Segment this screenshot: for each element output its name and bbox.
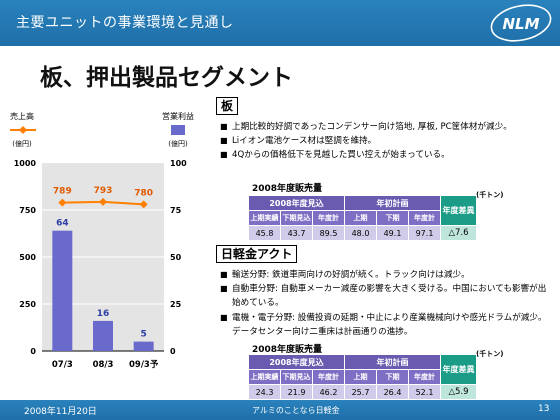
sales-profit-chart: 売上高 (億円) 営業利益 (億円) 0 250 500 750 1000 0 25 50 75… (10, 111, 194, 370)
table-diff-header: 年度差異 (440, 354, 477, 385)
bullet-item: 自動車分野: 自動車メーカー減産の影響を大きく受ける。中国においても影響が出始め… (220, 282, 550, 310)
bar (93, 320, 113, 351)
category-label: 09/3予 (129, 360, 159, 370)
right-tick-label: 75 (170, 206, 182, 215)
table-subheader: 年度計 (312, 369, 345, 385)
company-logo: NLM (490, 4, 552, 42)
bar-value-label: 64 (56, 219, 69, 229)
table-group-header: 2008年度見込 (248, 354, 345, 370)
footer-bar: 2008年11月20日 アルミのことなら日軽金 13 (0, 400, 560, 420)
table-subheader: 下期見込 (280, 210, 313, 226)
right-axis-unit: (億円) (168, 139, 188, 148)
table-diff-value: △5.9 (440, 384, 477, 400)
table-subheader: 年度計 (408, 210, 441, 226)
table-diff-header: 年度差異 (440, 195, 477, 226)
table-cell: 89.5 (312, 225, 345, 241)
table-diff-value: △7.6 (440, 225, 477, 241)
table-cell: 26.4 (376, 384, 409, 400)
header-bar: 主要ユニットの事業環境と見通し NLM (0, 0, 560, 46)
left-tick-label: 1000 (14, 159, 37, 168)
table-unit-ita: (千トン) (476, 191, 504, 199)
right-tick-label: 25 (170, 300, 182, 309)
right-tick-label: 100 (170, 159, 187, 168)
bar-value-label: 5 (141, 330, 147, 340)
table-cell: 21.9 (280, 384, 313, 400)
table-subheader: 上期実績 (248, 210, 281, 226)
right-legend-swatch (171, 125, 185, 135)
table-group-header: 年初計画 (344, 195, 441, 211)
left-axis-unit: (億円) (12, 139, 32, 148)
table-subheader: 上期 (344, 210, 377, 226)
table-subheader: 下期見込 (280, 369, 313, 385)
line-point (58, 198, 67, 207)
bar (52, 230, 73, 351)
left-legend-marker (19, 126, 27, 134)
section-title-ita: 板 (216, 97, 239, 115)
footer-company: アルミのことなら日軽金 (252, 406, 340, 415)
table-title-ita: 2008年度販売量 (252, 184, 323, 194)
bullets-ita: 上期比較的好調であったコンデンサー向け箔地, 厚板, PC筐体材が減少。Liイオ… (220, 120, 550, 163)
left-series-label: 売上高 (10, 111, 34, 121)
table-cell: 49.1 (376, 225, 409, 241)
bullet-item: Liイオン電池ケース材は堅調を維持。 (220, 134, 550, 148)
right-tick-label: 0 (170, 347, 176, 356)
bullet-item: 輸送分野: 鉄道車両向けの好調が続く。トラック向けは減少。 (220, 268, 550, 282)
line-point (99, 197, 107, 206)
header-title: 主要ユニットの事業環境と見通し (16, 15, 234, 31)
category-label: 07/3 (52, 360, 73, 370)
table-subheader: 下期 (376, 369, 409, 385)
table-group-header: 年初計画 (344, 354, 441, 370)
page-number: 13 (538, 404, 550, 414)
right-series-label: 営業利益 (162, 111, 194, 121)
sales-table-ita: 2008年度見込 年初計画 年度差異 上期実績 下期見込 年度計 上期 下期 年度計 45.8 43… (248, 195, 477, 241)
bullets-act: 輸送分野: 鉄道車両向けの好調が続く。トラック向けは減少。自動車分野: 自動車メ… (220, 268, 550, 339)
line-value-label: 789 (53, 187, 72, 197)
sales-table-act: 2008年度見込 年初計画 年度差異 上期実績 下期見込 年度計 上期 下期 年度計 24.3 21… (248, 354, 477, 400)
bullet-item: 4Qからの価格低下を見越した買い控えが始まっている。 (220, 148, 550, 162)
section-title-act: 日軽金アクト (216, 245, 298, 263)
table-group-header: 2008年度見込 (248, 195, 345, 211)
slide-title: 板、押出製品セグメント (40, 65, 293, 91)
left-tick-label: 0 (30, 347, 36, 356)
table-subheader: 上期実績 (248, 369, 281, 385)
right-tick-label: 50 (170, 253, 182, 262)
footer-date: 2008年11月20日 (24, 407, 97, 417)
left-tick-label: 750 (19, 206, 36, 215)
table-cell: 43.7 (280, 225, 313, 241)
line-point (139, 200, 148, 209)
line-value-label: 793 (94, 186, 113, 196)
table-cell: 25.7 (344, 384, 377, 400)
line-value-label: 780 (134, 188, 153, 198)
logo-text: NLM (502, 15, 539, 33)
table-title-act: 2008年度販売量 (252, 345, 323, 355)
table-subheader: 年度計 (408, 369, 441, 385)
table-cell: 46.2 (312, 384, 345, 400)
table-unit-act: (千トン) (476, 350, 504, 358)
bullet-item: 上期比較的好調であったコンデンサー向け箔地, 厚板, PC筐体材が減少。 (220, 120, 550, 134)
bar-value-label: 16 (97, 309, 110, 319)
table-subheader: 年度計 (312, 210, 345, 226)
left-tick-label: 250 (19, 300, 36, 309)
table-cell: 24.3 (248, 384, 281, 400)
left-tick-label: 500 (19, 253, 36, 262)
table-cell: 45.8 (248, 225, 281, 241)
table-cell: 52.1 (408, 384, 441, 400)
table-subheader: 下期 (376, 210, 409, 226)
table-cell: 97.1 (408, 225, 441, 241)
category-label: 08/3 (93, 360, 114, 370)
bullet-item: 電機・電子分野: 設備投資の延期・中止により産業機械向けや感光ドラムが減少。 デ… (220, 311, 550, 339)
table-cell: 48.0 (344, 225, 377, 241)
table-subheader: 上期 (344, 369, 377, 385)
bar (133, 341, 154, 351)
